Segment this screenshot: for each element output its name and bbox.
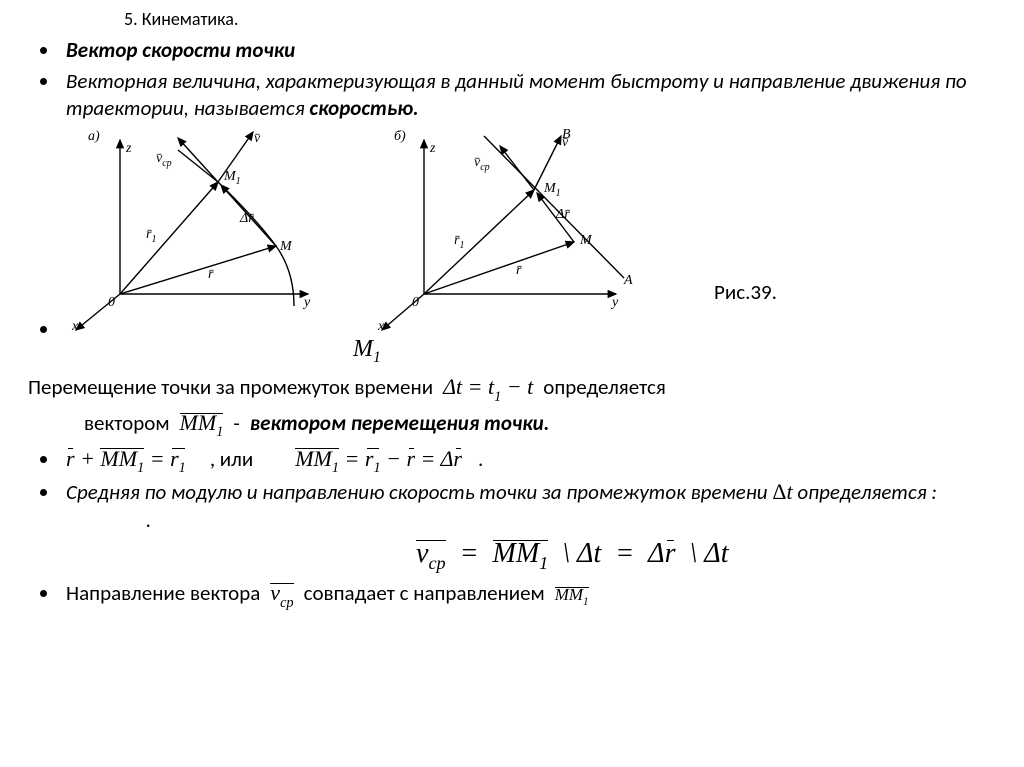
figure-bullet: a) z y x 0 r̄ r̄1 Δr̄ M M1 v̄ср v̄ bbox=[60, 126, 996, 336]
eq1-left: r + MM1 = r1 bbox=[66, 445, 186, 475]
svg-text:r̄1: r̄1 bbox=[146, 227, 156, 245]
bullet-list-2: r + MM1 = r1 , или MM1 = r1 − r = Δr . С… bbox=[28, 445, 996, 609]
svg-text:B: B bbox=[562, 127, 571, 142]
p2-text-b: определяется : bbox=[797, 479, 937, 505]
svg-text:a): a) bbox=[88, 129, 100, 144]
svg-text:A: A bbox=[623, 273, 633, 288]
p2-text-a: Средняя по модулю и направлению скорость… bbox=[66, 479, 772, 505]
svg-text:M: M bbox=[279, 239, 293, 254]
svg-text:r̄: r̄ bbox=[516, 263, 522, 278]
eq-vcp: vср = MM1 \ Δt = Δr \ Δt bbox=[416, 536, 729, 572]
eq1-mid: , или bbox=[210, 446, 253, 473]
diagram-b: б) z y x 0 r̄ r̄1 Δr̄ M M1 v̄ср v̄ A B bbox=[366, 126, 666, 336]
svg-text:z: z bbox=[429, 141, 436, 156]
svg-text:y: y bbox=[302, 295, 311, 310]
p1-text-c: вектором bbox=[84, 410, 170, 437]
svg-text:M: M bbox=[579, 233, 593, 248]
equation-1-bullet: r + MM1 = r1 , или MM1 = r1 − r = Δr . bbox=[60, 445, 996, 475]
mm1-symbol-2: MM1 bbox=[555, 584, 589, 607]
displacement-sentence: Перемещение точки за промежуток времени … bbox=[28, 373, 996, 405]
svg-text:r̄1: r̄1 bbox=[454, 233, 464, 251]
svg-text:v̄ср: v̄ср bbox=[156, 151, 172, 169]
svg-text:б): б) bbox=[394, 129, 406, 144]
p3-text-b: совпадает с направлением bbox=[304, 580, 545, 607]
svg-text:v̄ср: v̄ср bbox=[474, 155, 490, 173]
trailing-dot: . bbox=[146, 507, 151, 533]
figure-caption: Рис.39. bbox=[714, 279, 777, 306]
mm1-symbol: MM1 bbox=[180, 409, 224, 439]
p1-dash: - bbox=[233, 410, 239, 437]
bullet-list: Вектор скорости точки Векторная величина… bbox=[28, 37, 996, 336]
eq1-period: . bbox=[478, 446, 483, 473]
definition-text-a: Векторная величина, характеризующая в да… bbox=[66, 68, 967, 121]
svg-text:M1: M1 bbox=[543, 181, 561, 199]
svg-text:r̄: r̄ bbox=[208, 267, 214, 282]
p1-term: вектором перемещения точки. bbox=[250, 410, 550, 437]
svg-text:Δr̄: Δr̄ bbox=[239, 211, 255, 226]
svg-text:x: x bbox=[377, 319, 385, 334]
svg-text:v̄: v̄ bbox=[254, 131, 261, 146]
svg-text:x: x bbox=[71, 319, 79, 334]
svg-text:0: 0 bbox=[412, 295, 419, 310]
definition-bullet: Векторная величина, характеризующая в да… bbox=[60, 68, 996, 122]
vcp-symbol: vср bbox=[270, 579, 293, 609]
svg-text:z: z bbox=[125, 141, 132, 156]
m1-symbol: M1 bbox=[353, 334, 996, 368]
svg-text:0: 0 bbox=[108, 295, 115, 310]
definition-text-b: скоростью. bbox=[309, 95, 418, 121]
p1-text-a: Перемещение точки за промежуток времени bbox=[28, 374, 433, 401]
svg-text:M1: M1 bbox=[223, 169, 241, 187]
dt-symbol: Δt bbox=[772, 479, 792, 504]
heading-bullet: Вектор скорости точки bbox=[60, 37, 996, 64]
diagram-a: a) z y x 0 r̄ r̄1 Δr̄ M M1 v̄ср v̄ bbox=[58, 126, 358, 336]
average-velocity-bullet: Средняя по модулю и направлению скорость… bbox=[60, 478, 996, 571]
svg-text:y: y bbox=[610, 295, 619, 310]
chapter-title: 5. Кинематика. bbox=[124, 8, 996, 31]
svg-text:Δr̄: Δr̄ bbox=[555, 207, 571, 222]
direction-bullet: Направление вектора vср совпадает с напр… bbox=[60, 579, 996, 609]
eq1-right: MM1 = r1 − r = Δr bbox=[295, 445, 462, 475]
heading-text: Вектор скорости точки bbox=[66, 37, 295, 63]
displacement-sentence-2: вектором MM1 - вектором перемещения точк… bbox=[28, 409, 996, 439]
p3-text-a: Направление вектора bbox=[66, 580, 260, 607]
p1-text-b: определяется bbox=[543, 374, 666, 401]
eq-dt: Δt = t1 − t bbox=[443, 373, 533, 405]
